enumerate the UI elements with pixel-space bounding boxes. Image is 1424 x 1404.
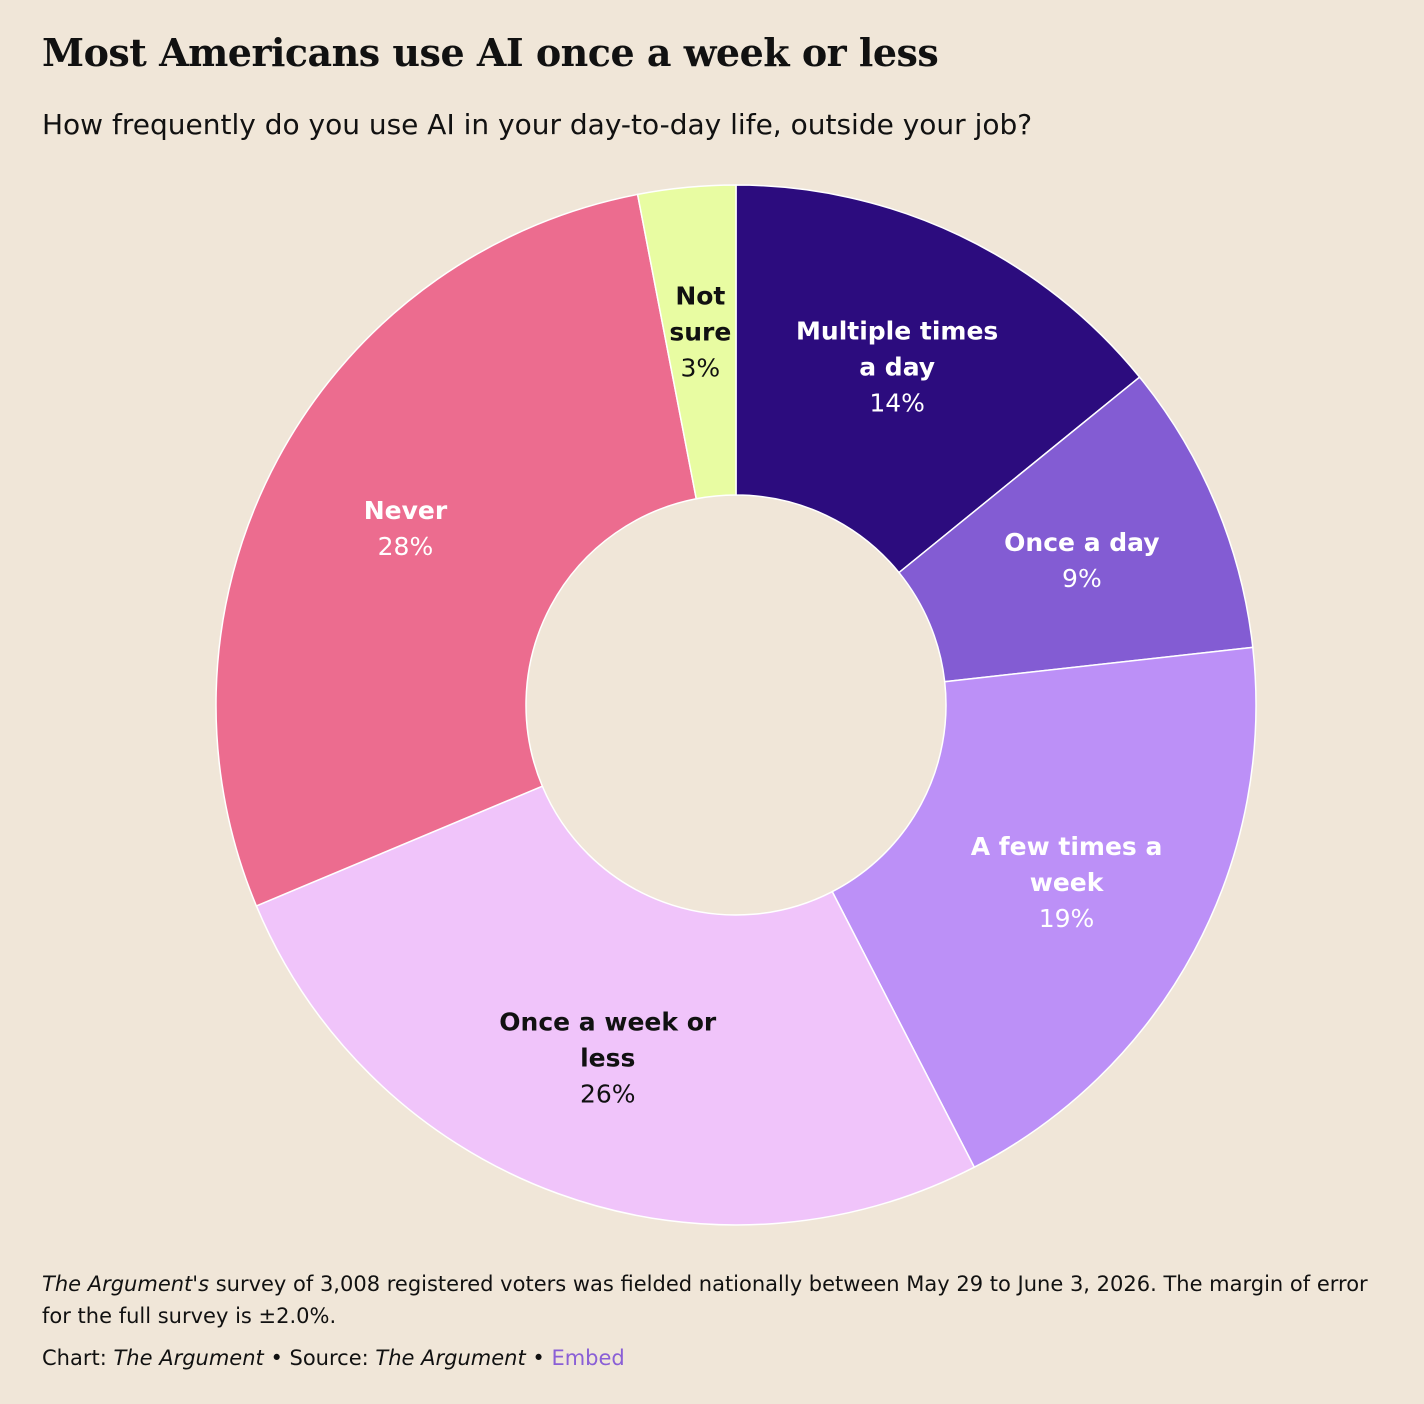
chart-credit-prefix: Chart:: [42, 1346, 114, 1370]
slice-category-text: sure: [669, 318, 731, 347]
slice-category-text: Once a week or: [499, 1007, 717, 1036]
donut-slice: [636, 184, 737, 500]
slice-percent-text: 14%: [869, 388, 925, 417]
slice-category-text: A few times a: [971, 832, 1163, 861]
slice-label: Once a day 9%: [1004, 528, 1159, 593]
donut-slice: [215, 193, 698, 907]
slice-label: Never 28%: [364, 496, 448, 561]
slice-category-text: Multiple times: [796, 316, 998, 345]
donut-labels: Multiple times a day 14% Once a day 9% A few …: [364, 282, 1163, 1109]
slice-label: Once a week or less 26%: [499, 1007, 717, 1108]
slice-percent-text: 9%: [1062, 564, 1102, 593]
source-name: The Argument: [375, 1346, 526, 1370]
donut-slice: [255, 785, 976, 1226]
slice-category-text: less: [580, 1043, 635, 1072]
embed-link[interactable]: Embed: [551, 1346, 625, 1370]
survey-note: The Argument's survey of 3,008 registere…: [42, 1268, 1382, 1332]
slice-percent-text: 3%: [681, 354, 721, 383]
credit-separator: •: [525, 1346, 552, 1370]
donut-slice: [897, 376, 1254, 683]
chart-title: Most Americans use AI once a week or les…: [42, 30, 939, 75]
donut-chart: Multiple times a day 14% Once a day 9% A few …: [215, 184, 1257, 1226]
chart-credit-name: The Argument: [113, 1346, 264, 1370]
slice-label: Not sure 3%: [669, 282, 731, 383]
donut-slices: [215, 184, 1257, 1226]
slice-category-text: Once a day: [1004, 528, 1159, 557]
slice-label: A few times a week 19%: [971, 832, 1163, 933]
slice-percent-text: 19%: [1039, 904, 1095, 933]
slice-label: Multiple times a day 14%: [796, 316, 998, 417]
slice-percent-text: 26%: [580, 1079, 636, 1108]
chart-subtitle: How frequently do you use AI in your day…: [42, 108, 1033, 141]
slice-category-text: Not: [675, 282, 725, 311]
survey-note-publication: The Argument's: [42, 1272, 210, 1296]
slice-category-text: Never: [364, 496, 448, 525]
slice-category-text: week: [1030, 868, 1105, 897]
chart-credit: Chart: The Argument • Source: The Argume…: [42, 1342, 625, 1374]
donut-slice: [831, 646, 1257, 1169]
source-prefix: • Source:: [263, 1346, 376, 1370]
slice-category-text: a day: [859, 352, 935, 381]
slice-percent-text: 28%: [378, 532, 434, 561]
survey-note-text: survey of 3,008 registered voters was fi…: [42, 1272, 1368, 1328]
donut-slice: [735, 184, 1141, 574]
